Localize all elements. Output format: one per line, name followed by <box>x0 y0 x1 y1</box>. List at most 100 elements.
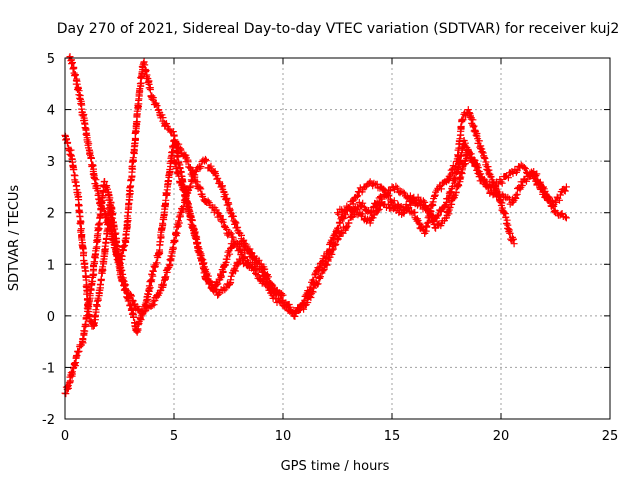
series-segment <box>508 178 526 206</box>
series-segment <box>75 193 88 267</box>
x-tick-label: 25 <box>602 429 619 444</box>
series-segment <box>83 134 97 173</box>
plot-frame <box>64 57 611 420</box>
series-segment <box>226 258 243 289</box>
series-segment <box>184 202 197 232</box>
series-segment <box>301 269 319 302</box>
series-segment <box>313 252 330 275</box>
series-segment <box>109 237 123 266</box>
series-segment <box>400 195 417 217</box>
x-tick-label: 20 <box>493 429 510 444</box>
series-segment <box>236 229 251 254</box>
series-segment <box>137 307 148 316</box>
series-segment <box>177 179 190 205</box>
series-segment <box>227 210 243 237</box>
series-segment <box>291 299 308 320</box>
series-segment <box>68 155 82 199</box>
x-tick-label: 15 <box>384 429 401 444</box>
series-segment <box>149 249 162 280</box>
y-tick-label: -2 <box>42 413 55 428</box>
series-segment <box>202 155 216 174</box>
series-segment <box>215 280 231 298</box>
y-tick-label: 1 <box>47 258 55 273</box>
series-segment <box>411 193 427 206</box>
series-segment <box>245 245 260 267</box>
series-segment <box>245 262 259 277</box>
series-segment <box>96 235 110 292</box>
series-segment <box>471 127 487 157</box>
data-point <box>253 271 261 279</box>
series-segment <box>144 77 156 102</box>
series-segment <box>389 182 405 197</box>
series-segment <box>323 226 340 258</box>
series-segment <box>269 291 286 306</box>
series-segment <box>217 258 230 281</box>
series-segment <box>91 213 104 258</box>
series-segment <box>140 58 151 82</box>
series-segment <box>454 149 472 190</box>
series-segment <box>143 302 155 312</box>
y-tick-label: 4 <box>47 104 55 119</box>
series-segment <box>66 53 77 73</box>
series-segment <box>83 285 95 320</box>
series-segment <box>433 177 449 194</box>
series-segment <box>541 187 559 215</box>
series-segment <box>87 252 99 294</box>
series-segment <box>520 169 536 185</box>
series-segment <box>75 341 85 355</box>
series-segment <box>66 364 77 386</box>
ticks: 0 5 10 15 20 25 -2 -1 0 1 2 3 4 5 <box>42 52 618 444</box>
y-tick-label: 5 <box>47 52 55 67</box>
series-segment <box>164 137 178 189</box>
series-segment <box>236 246 251 268</box>
chart-title: Day 270 of 2021, Sidereal Day-to-day VTE… <box>57 21 620 37</box>
series-segment <box>149 94 162 114</box>
series-segment <box>62 382 72 398</box>
series-segment <box>210 275 223 295</box>
series-segment <box>509 161 525 177</box>
series-segment <box>90 286 103 329</box>
series-segment <box>163 120 177 136</box>
series-segment <box>272 287 286 298</box>
series-segment <box>506 229 517 244</box>
series-segment <box>465 109 478 135</box>
series-segment <box>432 201 450 222</box>
series-segment <box>122 184 134 242</box>
series-segment <box>116 264 130 293</box>
series-segment <box>367 198 384 224</box>
series-segment <box>378 184 395 206</box>
data-points <box>61 53 570 398</box>
series-segment <box>389 204 406 218</box>
series-segment <box>133 314 145 336</box>
y-tick-label: 3 <box>47 155 55 170</box>
series-segment <box>453 117 466 163</box>
series-segment <box>131 92 143 148</box>
series-segment <box>411 208 428 234</box>
series-segment <box>497 199 513 236</box>
series-segment <box>197 250 211 280</box>
series-segment <box>480 152 496 184</box>
series-segment <box>334 222 351 243</box>
series-segment <box>123 289 135 300</box>
series-segment <box>204 197 220 216</box>
series-segment <box>346 205 362 219</box>
series-segment <box>203 269 217 292</box>
series-segment <box>214 210 232 239</box>
series-segment <box>157 263 173 291</box>
series-segment <box>443 168 460 203</box>
series-segment <box>70 63 84 102</box>
series-segment <box>553 209 569 221</box>
series-segment <box>170 131 184 172</box>
series-segment <box>184 171 199 197</box>
series-segment <box>335 202 351 218</box>
series-segment <box>170 156 184 187</box>
x-axis-label: GPS time / hours <box>281 459 390 474</box>
x-tick-label: 5 <box>170 429 178 444</box>
series-segment <box>129 297 143 314</box>
series-segment <box>210 168 225 191</box>
x-tick-label: 10 <box>275 429 292 444</box>
series-segment <box>465 149 482 172</box>
y-tick-label: 0 <box>47 310 55 325</box>
